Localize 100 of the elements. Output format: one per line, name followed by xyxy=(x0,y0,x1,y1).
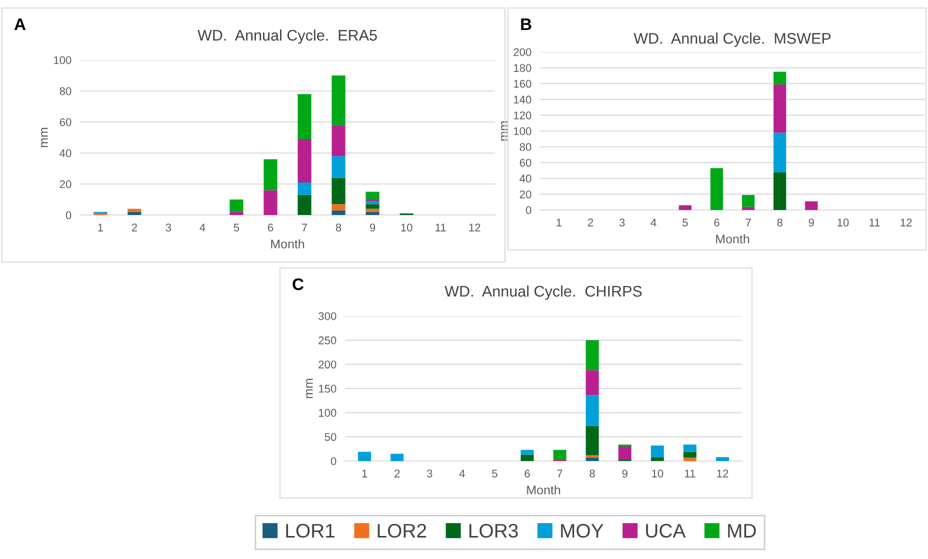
bar xyxy=(298,139,312,182)
text: B xyxy=(521,18,532,30)
x-tick-label: 8 xyxy=(590,470,595,478)
y-tick-label: 50 xyxy=(324,433,336,441)
bar xyxy=(586,340,599,370)
y-tick-label: 80 xyxy=(520,143,532,151)
bar xyxy=(366,204,380,209)
x-tick-label: 10 xyxy=(652,470,664,478)
bar xyxy=(128,208,142,212)
x-tick-label: 12 xyxy=(469,224,480,232)
bar xyxy=(366,208,380,212)
x-tick-label: 3 xyxy=(166,224,172,232)
y-tick-label: 250 xyxy=(318,336,336,344)
x-tick-label: 11 xyxy=(436,224,446,232)
x-tick-label: 2 xyxy=(132,224,137,232)
y-tick-label: 100 xyxy=(54,56,72,64)
bar xyxy=(618,446,632,460)
y-tick-label: 100 xyxy=(318,408,336,417)
y-tick-label: 20 xyxy=(520,190,532,198)
chart-title: WD. Annual Cycle. MSWEP xyxy=(634,32,831,47)
legend-label: UCA xyxy=(646,524,686,538)
bar xyxy=(332,204,346,210)
bar xyxy=(230,200,244,212)
x-tick-label: 8 xyxy=(777,218,782,226)
bar xyxy=(332,156,346,178)
legend-label: MOY xyxy=(561,524,604,538)
text: A xyxy=(14,18,26,30)
bar xyxy=(366,201,380,204)
x-tick-label: 5 xyxy=(682,218,688,226)
y-tick-label: 20 xyxy=(60,180,72,188)
bar xyxy=(520,454,534,461)
x-tick-label: 7 xyxy=(302,224,308,232)
x-tick-label: 9 xyxy=(622,470,628,478)
bar xyxy=(586,458,599,461)
bar xyxy=(298,182,312,195)
x-tick-label: 11 xyxy=(685,470,696,478)
x-tick-label: 1 xyxy=(362,470,368,478)
bar xyxy=(650,446,664,458)
x-tick-label: 3 xyxy=(619,218,625,226)
bar xyxy=(716,457,729,461)
y-tick-label: 0 xyxy=(66,211,72,220)
bar xyxy=(332,178,346,204)
bar xyxy=(298,94,312,140)
bar xyxy=(264,190,278,215)
y-tick-label: 140 xyxy=(514,96,532,104)
x-tick-label: 6 xyxy=(268,224,274,232)
bar xyxy=(650,457,664,461)
x-tick-label: 3 xyxy=(426,470,432,478)
legend-label: MD xyxy=(728,524,756,538)
x-tick-label: 10 xyxy=(401,224,412,232)
bar xyxy=(553,450,566,460)
bar xyxy=(683,444,696,452)
x-tick-label: 10 xyxy=(838,218,849,226)
legend-label: LOR1 xyxy=(286,524,334,538)
x-tick-label: 6 xyxy=(714,218,720,226)
y-axis-title: mm xyxy=(41,128,48,148)
x-tick-label: 6 xyxy=(524,470,530,478)
x-tick-label: 2 xyxy=(394,470,400,478)
y-tick-label: 40 xyxy=(520,174,532,183)
x-tick-label: 4 xyxy=(650,218,656,226)
x-tick-label: 9 xyxy=(370,224,376,232)
x-tick-label: 2 xyxy=(588,218,594,226)
bar xyxy=(264,159,278,190)
x-tick-label: 4 xyxy=(459,470,465,478)
bar xyxy=(586,370,599,396)
y-tick-label: 300 xyxy=(318,312,336,320)
x-axis-title: Month xyxy=(716,234,750,244)
chart-title: WD. Annual Cycle. CHIRPS xyxy=(444,285,642,300)
bar xyxy=(683,452,696,458)
bar xyxy=(774,72,786,84)
x-tick-label: 1 xyxy=(556,218,562,226)
bar xyxy=(366,212,380,215)
y-tick-label: 60 xyxy=(520,158,532,167)
legend-label: LOR2 xyxy=(378,524,426,538)
y-tick-label: 120 xyxy=(514,111,532,120)
y-tick-label: 200 xyxy=(318,360,336,368)
x-tick-label: 1 xyxy=(98,224,103,232)
bar xyxy=(774,132,786,172)
x-tick-label: 12 xyxy=(900,218,912,226)
bar xyxy=(683,458,696,461)
y-tick-label: 80 xyxy=(60,87,72,96)
bar xyxy=(774,84,786,133)
chart-title: WD. Annual Cycle. ERA5 xyxy=(198,29,377,44)
y-tick-label: 0 xyxy=(526,206,532,214)
bar xyxy=(774,172,786,210)
y-tick-label: 160 xyxy=(514,80,532,88)
bar xyxy=(742,194,755,207)
y-tick-label: 60 xyxy=(60,118,72,126)
y-tick-label: 180 xyxy=(514,64,532,72)
bar xyxy=(332,210,346,215)
bar xyxy=(742,206,755,210)
x-tick-label: 12 xyxy=(717,470,728,478)
legend-label: LOR3 xyxy=(469,524,518,538)
bar xyxy=(710,168,724,210)
bar xyxy=(390,454,404,461)
x-tick-label: 5 xyxy=(234,224,240,232)
y-tick-label: 0 xyxy=(330,457,336,466)
text: C xyxy=(292,278,304,290)
bar xyxy=(586,395,599,426)
x-tick-label: 11 xyxy=(870,218,880,226)
